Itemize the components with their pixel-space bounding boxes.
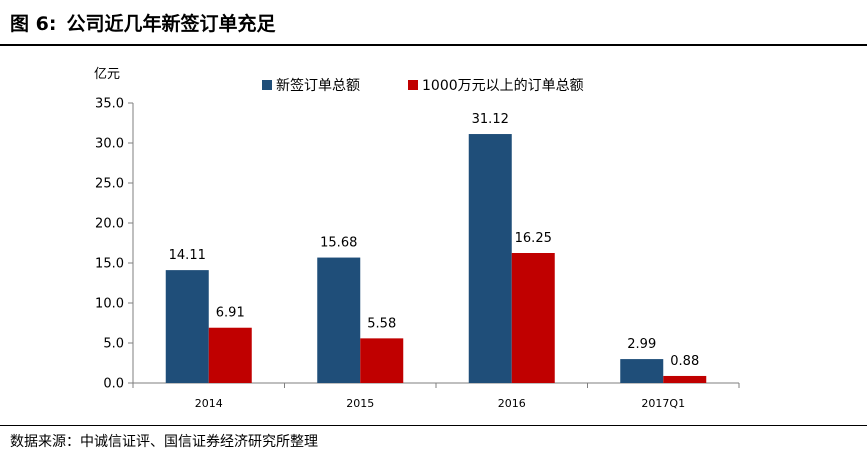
legend-label: 新签订单总额 [276, 77, 360, 94]
bar-new-orders [165, 270, 209, 383]
legend-swatch [408, 80, 418, 90]
bottom-rule [0, 425, 867, 426]
x-tick-label: 2014 [195, 397, 223, 410]
y-tick-label: 10.0 [95, 297, 124, 312]
bar-large-orders [663, 375, 707, 383]
bar-large-orders [208, 327, 252, 383]
figure-title-text: 公司近几年新签订单充足 [66, 13, 276, 35]
data-label: 2.99 [627, 337, 656, 352]
bar-new-orders [620, 359, 664, 383]
top-rule [0, 44, 867, 46]
bar-large-orders [360, 338, 404, 383]
data-label: 15.68 [320, 236, 357, 251]
legend-label: 1000万元以上的订单总额 [422, 78, 584, 94]
bar-new-orders [468, 134, 512, 383]
data-label: 0.88 [670, 354, 699, 369]
y-tick-label: 5.0 [103, 337, 124, 352]
data-label: 14.11 [169, 248, 206, 263]
data-label: 6.91 [216, 306, 245, 321]
source-note: 数据来源：中诚信证评、国信证券经济研究所整理 [10, 434, 318, 450]
y-tick-label: 0.0 [103, 377, 124, 392]
y-tick-label: 30.0 [95, 137, 124, 152]
data-label: 31.12 [472, 112, 509, 127]
figure-title: 图 6: 公司近几年新签订单充足 [10, 6, 275, 42]
data-label: 5.58 [367, 316, 396, 331]
figure-number: 图 6: [10, 13, 57, 35]
data-label: 16.25 [515, 231, 552, 246]
y-tick-label: 35.0 [95, 97, 124, 112]
x-tick-label: 2017Q1 [641, 397, 685, 410]
bar-large-orders [511, 253, 555, 383]
bar-chart: 亿元 0.0 5.0 10.0 15.0 20.0 25.0 30.0 35.0 14.11 6.9… [94, 67, 740, 410]
y-tick-label: 15.0 [95, 257, 124, 272]
y-tick-label: 25.0 [95, 177, 124, 192]
bar-new-orders [317, 257, 361, 383]
y-axis-unit-label: 亿元 [94, 67, 120, 82]
y-tick-label: 20.0 [95, 217, 124, 232]
x-tick-label: 2015 [346, 397, 374, 410]
legend-swatch [262, 80, 272, 90]
x-tick-label: 2016 [498, 397, 526, 410]
